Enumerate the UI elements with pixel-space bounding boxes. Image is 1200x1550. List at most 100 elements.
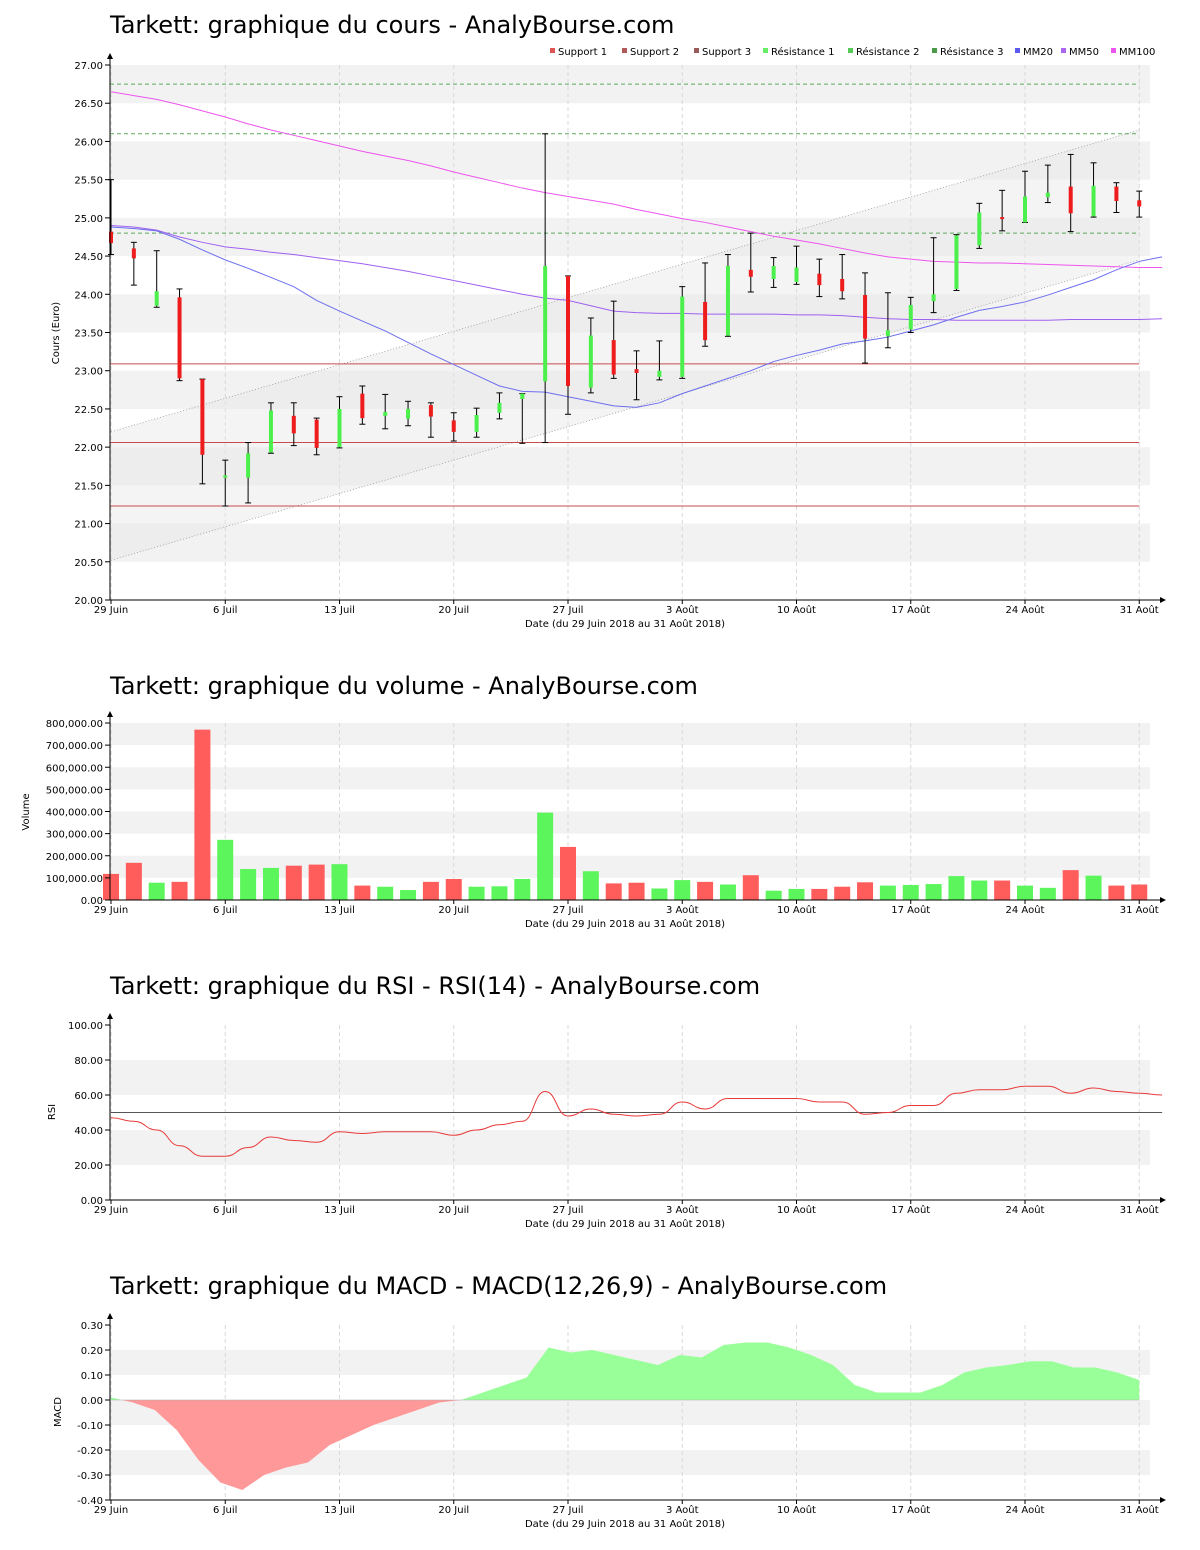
candle-body [1000,217,1005,220]
plot-band [110,141,1150,180]
volume-chart-panel: Tarkett: graphique du volume - AnalyBour… [21,672,1166,930]
candle-body [406,408,411,419]
volume-bar [285,865,302,900]
volume-bar [1062,870,1079,900]
mm50-line [110,225,1163,321]
volume-bar [742,875,759,900]
candle-body [566,275,570,386]
macd-chart-x-label: Date (du 29 Juin 2018 au 31 Août 2018) [525,1518,725,1530]
candle-body [840,279,845,292]
candle-body [908,304,913,330]
volume-bar [445,878,462,900]
x-tick-label: 20 Juil [438,605,469,616]
y-tick-label: -0.20 [77,1446,103,1457]
macd-positive-area [461,1342,1140,1400]
y-tick-label: 100,000.00 [46,874,103,885]
y-axis-arrow [107,1013,113,1019]
x-tick-label: 20 Juil [438,1205,469,1216]
volume-bar [628,882,645,900]
x-tick-label: 31 Août [1120,604,1159,616]
candle-body [451,420,456,432]
volume-chart-bars [103,729,1148,900]
y-tick-label: 0.00 [81,1396,103,1407]
volume-bar [537,812,554,900]
x-tick-label: 24 Août [1006,904,1045,916]
legend-swatch [932,48,937,53]
x-tick-label: 20 Juil [438,1505,469,1516]
candle-body [817,273,822,286]
legend-label: Résistance 2 [856,46,919,58]
legend-swatch [694,48,699,53]
y-tick-label: 25.00 [74,214,103,225]
price-chart-axes: 20.00 20.50 21.00 21.50 22.00 22.50 23.00 23.50… [74,53,1166,616]
x-tick-label: 13 Juil [324,1205,355,1216]
legend-swatch [1111,48,1116,53]
volume-bar [1017,885,1033,900]
plot-band [110,294,1150,333]
candle-body [1137,200,1142,207]
candle-body [657,370,662,377]
macd-chart-title: Tarkett: graphique du MACD - MACD(12,26,… [109,1272,887,1300]
volume-bar [674,880,691,900]
volume-bar [194,729,211,900]
y-tick-label: -0.10 [77,1421,103,1432]
price-chart-candles [108,133,1143,507]
x-tick-label: 27 Juil [553,605,584,616]
plot-band [110,370,1150,409]
candle-body [794,267,799,283]
plot-band [110,855,1150,878]
candle-body [863,295,868,339]
candle-body [474,415,479,432]
candle-body [428,405,433,417]
volume-bar [240,869,257,900]
y-tick-label: 23.50 [74,329,103,340]
price-chart-panel: Tarkett: graphique du cours - AnalyBours… [51,11,1166,630]
y-tick-label: 0.30 [81,1321,103,1332]
volume-bar [811,888,828,900]
volume-bar [400,890,417,900]
legend-label: MM100 [1119,47,1155,58]
candle-body [268,410,273,453]
candle-body [954,235,959,289]
y-tick-label: 20.00 [74,596,103,607]
macd-positive-area [111,1397,122,1400]
volume-bar [925,884,942,900]
macd-negative-area [121,1400,462,1490]
volume-bar [697,881,714,900]
volume-bar [103,873,119,900]
y-tick-label: 26.00 [74,137,103,148]
price-chart-x-label: Date (du 29 Juin 2018 au 31 Août 2018) [525,618,725,630]
candle-body [337,408,342,448]
rsi-chart-plot-area [110,1025,1150,1200]
y-tick-label: 24.00 [74,290,103,301]
y-tick-label: 600,000.00 [46,763,103,774]
x-tick-label: 29 Juin [94,605,128,616]
legend-label: MM50 [1069,47,1099,58]
x-tick-label: 17 Août [891,1504,930,1516]
candle-body [725,266,730,336]
x-tick-label: 3 Août [666,604,699,616]
trend-channel [111,129,1140,561]
plot-band [110,447,1150,486]
x-tick-label: 31 Août [1120,904,1159,916]
x-tick-label: 6 Juil [213,1505,237,1516]
volume-bar [1131,884,1148,900]
x-tick-label: 13 Juil [324,1505,355,1516]
price-chart-legend: Support 1 Support 2 Support 3 Résistance 1 R… [550,46,1155,58]
plot-band [110,1060,1150,1095]
x-tick-label: 17 Août [891,1204,930,1216]
candle-body [885,330,890,337]
y-tick-label: 0.00 [81,1196,103,1207]
candle-body [1045,192,1050,198]
y-tick-label: 0.20 [81,1346,103,1357]
price-chart-y-label: Cours (Euro) [51,302,62,365]
volume-bar [948,876,965,900]
plot-band [110,523,1150,562]
mm100-line [110,91,1163,269]
candle-body [154,291,159,306]
volume-bar [719,884,736,900]
x-axis-arrow [1160,1497,1166,1503]
plot-band [110,217,1150,257]
x-tick-label: 31 Août [1120,1504,1159,1516]
